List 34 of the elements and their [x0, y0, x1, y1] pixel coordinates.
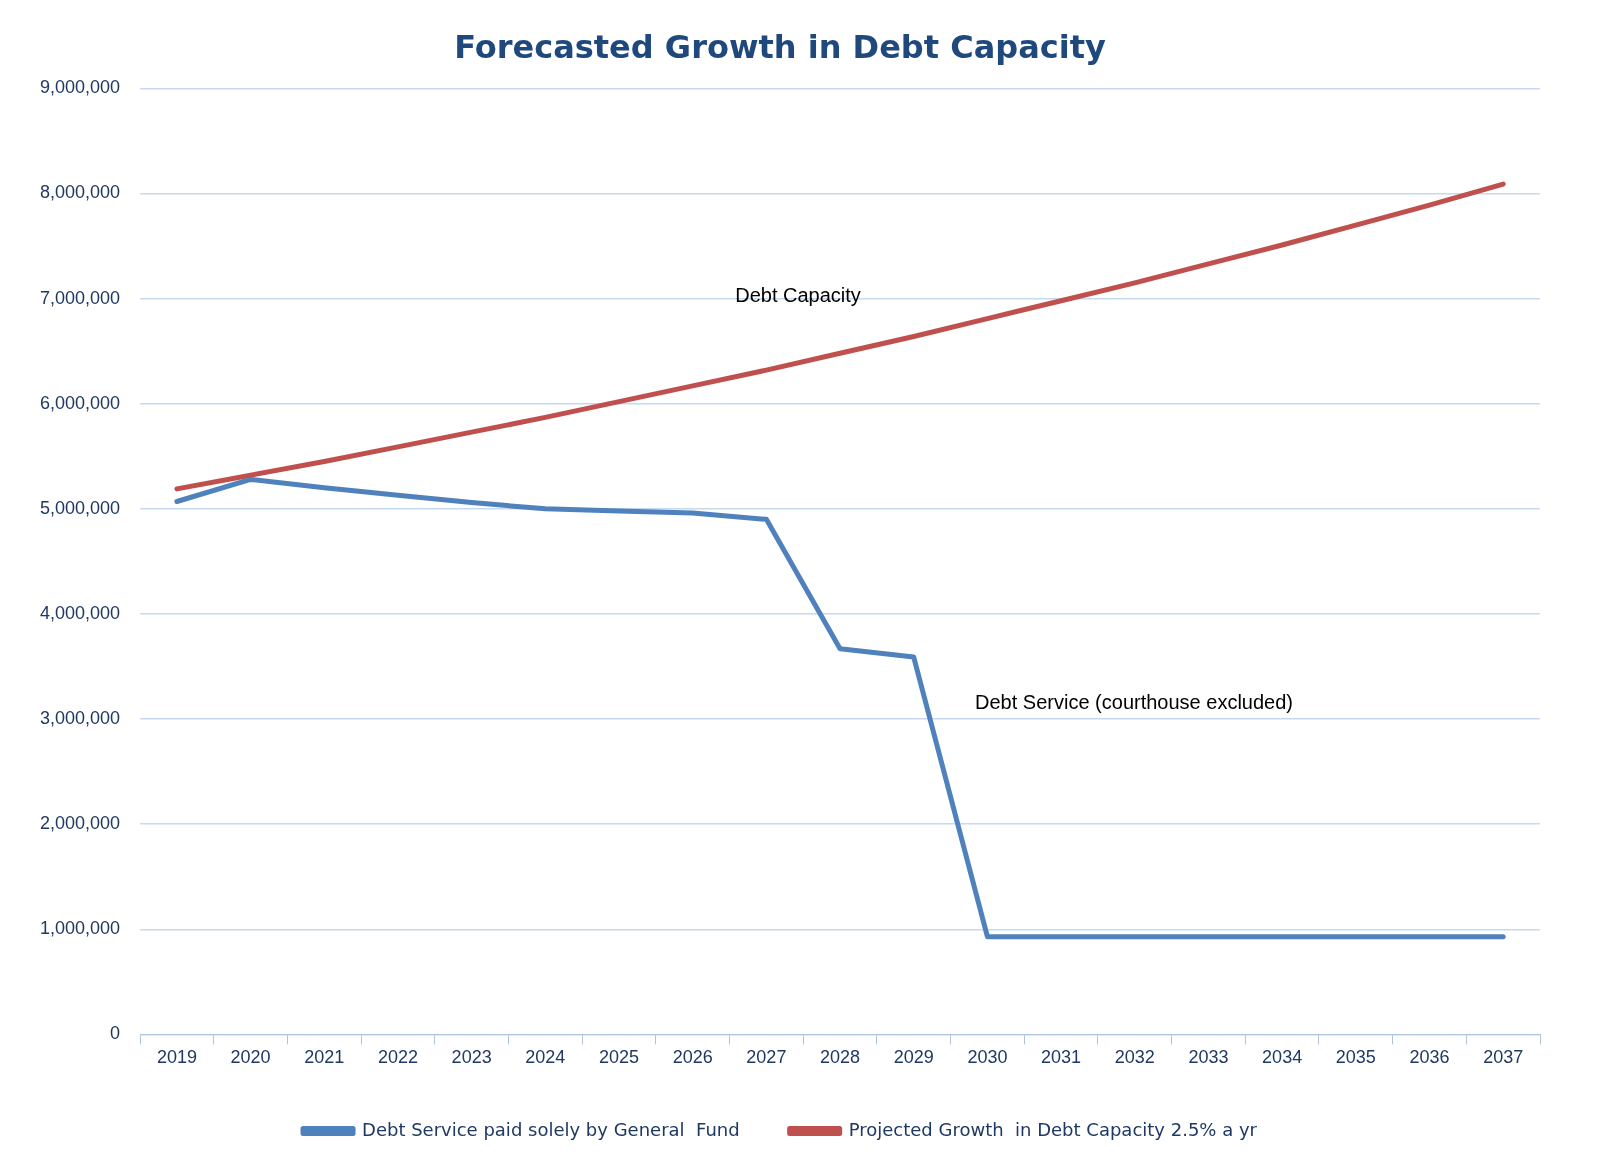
x-tick-label: 2019	[156, 1047, 197, 1068]
x-tick-label: 2036	[1409, 1047, 1450, 1068]
x-tick-label: 2031	[1041, 1047, 1082, 1068]
y-tick-label: 4,000,000	[40, 602, 121, 623]
x-tick-label: 2026	[672, 1047, 713, 1068]
x-tick-label: 2023	[451, 1047, 492, 1068]
x-tick-label: 2021	[304, 1047, 345, 1068]
x-tick-label: 2033	[1188, 1047, 1229, 1068]
x-tick-label: 2025	[598, 1047, 640, 1068]
chart-title: Forecasted Growth in Debt Capacity	[454, 27, 1106, 66]
x-tick-label: 2029	[893, 1047, 934, 1068]
y-tick-label: 3,000,000	[40, 708, 121, 729]
x-tick-label: 2027	[746, 1047, 787, 1068]
y-tick-label: 2,000,000	[40, 813, 121, 834]
x-tick-label: 2020	[230, 1047, 271, 1068]
y-tick-label: 5,000,000	[40, 497, 121, 518]
x-tick-label: 2024	[525, 1047, 566, 1068]
x-tick-label: 2035	[1335, 1047, 1376, 1068]
legend-label: Debt Service paid solely by General Fund	[362, 1118, 740, 1140]
y-tick-label: 1,000,000	[40, 918, 121, 939]
legend-label: Projected Growth in Debt Capacity 2.5% a yr	[848, 1118, 1258, 1140]
x-tick-label: 2032	[1114, 1047, 1155, 1068]
annotation: Debt Capacity	[735, 284, 861, 307]
y-tick-label: 6,000,000	[40, 392, 121, 413]
x-tick-label: 2037	[1483, 1047, 1524, 1068]
x-tick-label: 2022	[377, 1047, 418, 1068]
x-tick-label: 2030	[967, 1047, 1008, 1068]
y-tick-label: 0	[110, 1023, 121, 1044]
y-tick-label: 8,000,000	[40, 182, 121, 203]
x-tick-label: 2028	[820, 1047, 861, 1068]
y-tick-label: 7,000,000	[40, 287, 121, 308]
x-tick-label: 2034	[1262, 1047, 1303, 1068]
y-tick-label: 9,000,000	[40, 77, 121, 98]
annotation: Debt Service (courthouse excluded)	[975, 690, 1293, 713]
